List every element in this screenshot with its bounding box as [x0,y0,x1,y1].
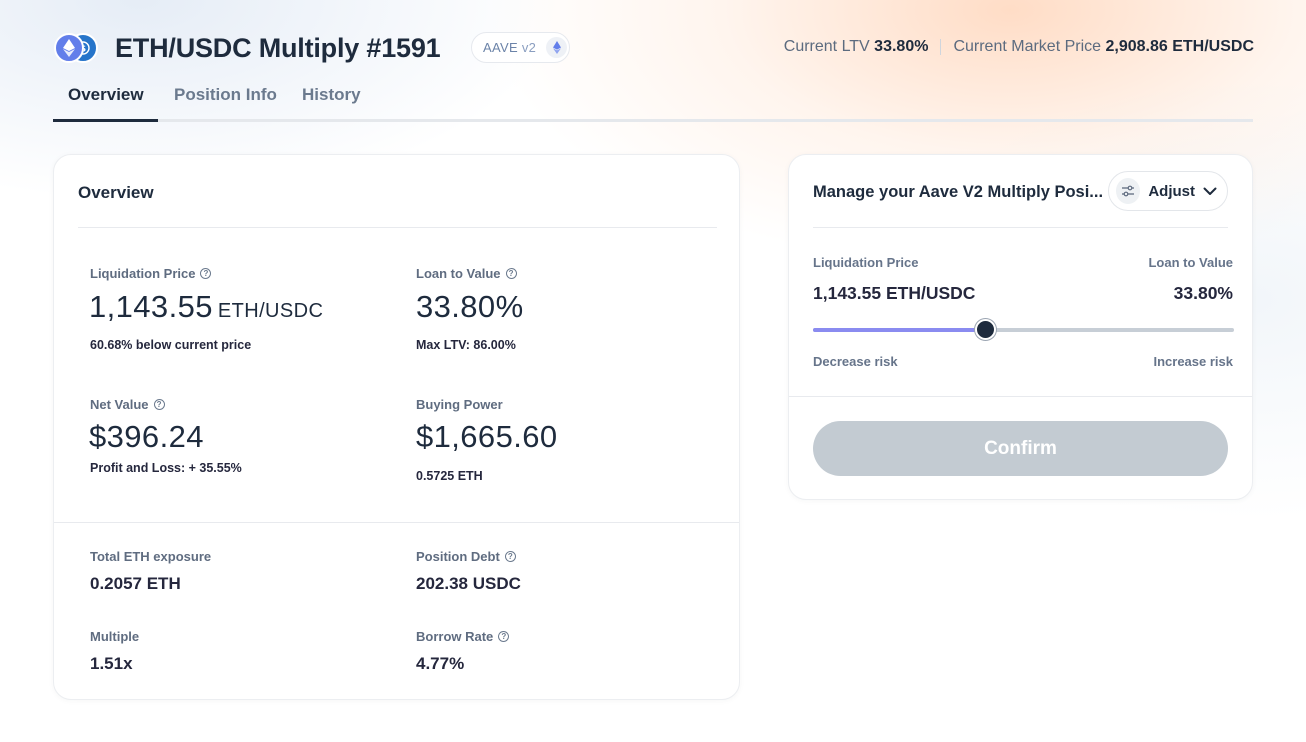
position-debt-label: Position Debt ? [416,549,516,564]
sliders-icon [1116,178,1141,204]
borrow-rate-value: 4.77% [416,654,465,673]
adjust-dropdown[interactable]: Adjust [1108,171,1228,211]
tab-position-info[interactable]: Position Info [174,85,277,104]
tab-overview[interactable]: Overview [68,85,144,104]
borrow-rate-label: Borrow Rate ? [416,629,510,644]
tab-track [53,119,1253,122]
liquidation-price-label: Liquidation Price ? [90,266,212,281]
decrease-risk-label: Decrease risk [813,354,898,369]
overview-divider [78,227,717,228]
stats-separator [940,39,942,55]
current-ltv-value: 33.80% [874,38,929,55]
multiple-value: 1.51x [90,654,133,673]
manage-liq-price-value: 1,143.55 ETH/USDC [813,283,976,303]
overview-card: Overview Liquidation Price ? 1,143.55 ETH… [53,154,740,700]
help-icon[interactable]: ? [200,268,212,279]
current-ltv-label: Current LTV [783,38,870,55]
overview-title: Overview [78,183,154,202]
market-price-label: Current Market Price [953,38,1102,55]
max-ltv-note: Max LTV: 86.00% [416,338,516,352]
page-header: $ ETH/USDC Multiply #1591 AAVE v2 Curren… [54,30,1254,66]
increase-risk-label: Increase risk [1153,354,1233,369]
chevron-down-icon [1203,183,1217,200]
manage-liq-price-label: Liquidation Price [813,255,919,270]
tab-bar: Overview Position Info History [53,84,1253,122]
overview-section-divider [54,522,739,523]
manage-ltv-label: Loan to Value [1148,255,1233,270]
adjust-label: Adjust [1148,182,1195,200]
help-icon[interactable]: ? [504,551,516,562]
market-price-value: 2,908.86 ETH/USDC [1105,38,1254,55]
loan-to-value-label: Loan to Value ? [416,266,517,281]
loan-to-value-value: 33.80% [416,289,524,324]
help-icon[interactable]: ? [505,268,517,279]
liquidation-price-note: 60.68% below current price [90,338,252,352]
ethereum-network-icon [546,37,568,58]
liquidation-price-value: 1,143.55 ETH/USDC [89,289,324,324]
manage-position-card: Manage your Aave V2 Multiply Posi... Adj… [788,154,1253,500]
manage-section-divider [789,396,1252,397]
page-title: ETH/USDC Multiply #1591 [115,33,441,63]
manage-title: Manage your Aave V2 Multiply Posi... [813,183,1104,201]
total-eth-exposure-label: Total ETH exposure [90,549,212,564]
active-tab-indicator [53,119,158,122]
tab-history[interactable]: History [302,85,361,104]
token-pair-icons: $ [54,33,98,63]
risk-slider-thumb[interactable] [975,319,997,340]
manage-divider [813,227,1228,228]
manage-ltv-value: 33.80% [1173,283,1233,303]
protocol-name: AAVE v2 [483,40,537,55]
risk-slider-fill [813,328,986,332]
position-debt-value: 202.38 USDC [416,574,521,593]
net-value-label: Net Value ? [90,397,165,412]
risk-slider[interactable] [813,319,1234,340]
total-eth-exposure-value: 0.2057 ETH [90,574,181,593]
buying-power-eth: 0.5725 ETH [416,469,483,483]
protocol-badge: AAVE v2 [471,32,570,63]
multiple-label: Multiple [90,629,140,644]
help-icon[interactable]: ? [498,631,510,642]
header-stats: Current LTV 33.80% Current Market Price … [784,38,1254,56]
buying-power-value: $1,665.60 [416,419,558,454]
eth-icon [54,33,84,63]
help-icon[interactable]: ? [153,399,165,410]
profit-loss-note: Profit and Loss: + 35.55% [90,461,242,475]
confirm-button[interactable]: Confirm [813,421,1228,476]
buying-power-label: Buying Power [416,397,503,412]
net-value-value: $396.24 [89,419,204,454]
